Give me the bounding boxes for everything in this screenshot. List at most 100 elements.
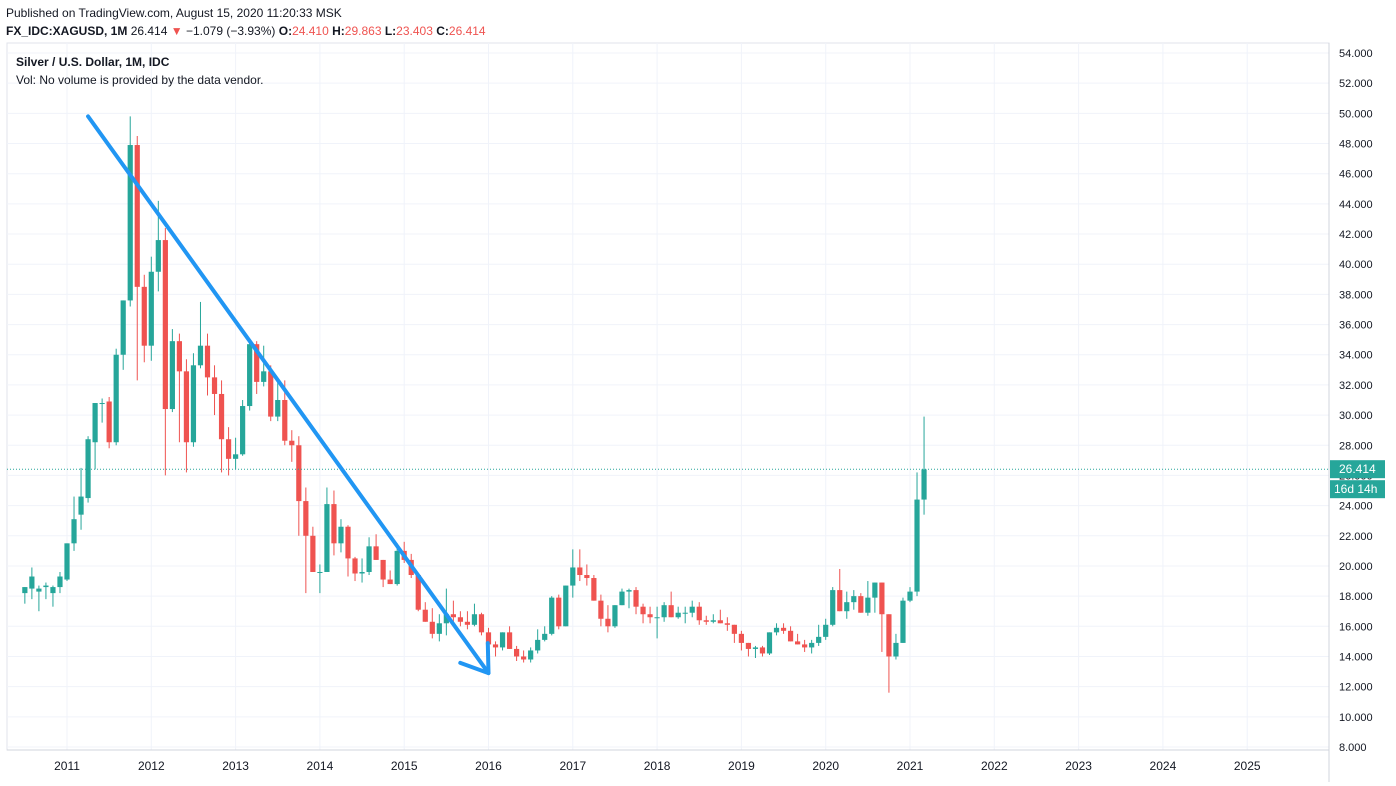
y-tick-label: 32.000 (1339, 380, 1373, 392)
candle (148, 256, 154, 361)
candle (394, 543, 400, 586)
symbol-label[interactable]: FX_IDC:XAGUSD, 1M (6, 24, 128, 38)
y-tick-label: 50.000 (1339, 108, 1373, 120)
candle (689, 600, 695, 618)
trend-arrow-line (86, 114, 491, 676)
candle (289, 430, 295, 462)
candle (773, 623, 780, 636)
candle (134, 135, 140, 381)
candle (78, 467, 84, 530)
x-tick-label: 2014 (307, 759, 334, 773)
close-value: 26.414 (448, 24, 486, 38)
candle (661, 602, 667, 622)
open-label: O: (278, 24, 293, 38)
candle (303, 487, 309, 594)
published-line: Published on TradingView.com, August 15,… (6, 6, 342, 20)
y-tick-label: 40.000 (1339, 259, 1373, 271)
trend-arrow-head (458, 641, 491, 676)
candle (506, 626, 513, 649)
y-tick-label: 22.000 (1339, 531, 1373, 543)
y-tick-label: 36.000 (1339, 320, 1373, 332)
x-tick-label: 2021 (897, 759, 924, 773)
candle (605, 605, 611, 633)
candle (787, 626, 794, 642)
candle (183, 359, 190, 473)
candle (900, 597, 906, 643)
y-tick-label: 8.000 (1339, 742, 1367, 754)
candle (802, 639, 808, 652)
countdown-tag (1330, 480, 1385, 499)
candle (373, 534, 379, 560)
candle (499, 632, 506, 651)
y-tick-label: 44.000 (1339, 199, 1373, 211)
candle (50, 585, 56, 607)
candle (380, 559, 386, 588)
last-price: 26.414 (130, 24, 168, 38)
candle (633, 587, 639, 615)
candle (464, 611, 471, 630)
overlay-layer: 26.414 16d 14h (7, 114, 1385, 676)
candle (57, 571, 63, 594)
candle (844, 591, 850, 619)
candle (141, 274, 147, 363)
candle (99, 398, 105, 423)
candle (218, 380, 225, 473)
candle (359, 558, 365, 583)
candle (703, 615, 709, 625)
candle (478, 612, 485, 636)
candle (275, 380, 281, 422)
candle (127, 116, 133, 307)
candle (422, 602, 428, 622)
candle (766, 632, 773, 655)
candle (584, 564, 590, 586)
candle (675, 606, 681, 619)
candle (225, 427, 232, 476)
candle (591, 575, 597, 601)
y-tick-label: 20.000 (1339, 561, 1373, 573)
x-tick-label: 2013 (222, 759, 249, 773)
legend-title[interactable]: Silver / U.S. Dollar, 1M, IDC (16, 55, 170, 69)
candle (247, 339, 253, 411)
candle (696, 602, 702, 625)
y-tick-label: 16.000 (1339, 621, 1373, 633)
candle (907, 587, 913, 603)
candle (240, 400, 246, 456)
change-value: −1.079 (−3.93%) (185, 24, 276, 38)
candle (724, 617, 730, 631)
candle (113, 348, 119, 446)
candle (668, 591, 674, 618)
y-tick-label: 54.000 (1339, 48, 1373, 60)
candle (556, 594, 562, 630)
candle (759, 645, 766, 657)
candle (893, 633, 899, 660)
candle (345, 525, 351, 577)
candle (823, 618, 829, 640)
x-tick-label: 2017 (559, 759, 586, 773)
down-arrow-icon: ▼ (170, 24, 183, 38)
candle (261, 345, 267, 387)
candle (43, 582, 49, 600)
candle (879, 582, 885, 652)
candle (717, 609, 723, 624)
y-tick-label: 46.000 (1339, 169, 1373, 181)
candle (914, 472, 920, 597)
candle (514, 645, 520, 662)
candle (738, 630, 744, 651)
candle (752, 645, 759, 658)
candle (780, 623, 787, 634)
candle (521, 650, 527, 663)
candle (106, 396, 112, 449)
plot-frame (6, 42, 1330, 751)
candle (549, 596, 555, 636)
candle (577, 549, 583, 582)
candle (830, 587, 836, 627)
y-tick-label: 28.000 (1339, 440, 1373, 452)
candle (809, 639, 815, 654)
x-tick-label: 2016 (475, 759, 502, 773)
y-tick-label: 14.000 (1339, 651, 1373, 663)
x-tick-label: 2022 (981, 759, 1008, 773)
candle (29, 567, 35, 600)
candle (366, 537, 372, 576)
candle (471, 603, 478, 627)
